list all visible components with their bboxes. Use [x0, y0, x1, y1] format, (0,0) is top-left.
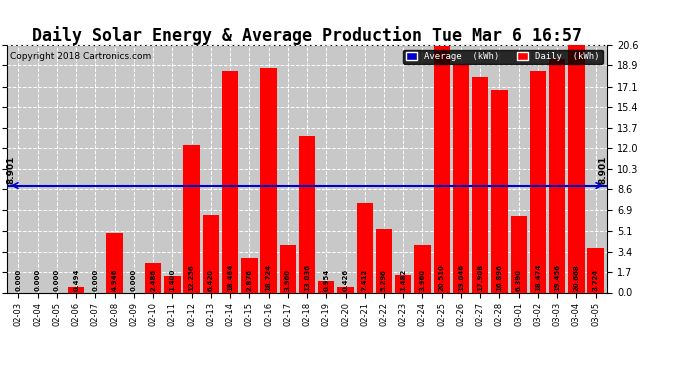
Text: 19.456: 19.456 — [554, 264, 560, 291]
Bar — [549, 59, 565, 292]
Bar — [106, 233, 123, 292]
Bar — [337, 287, 354, 292]
Text: 8.901: 8.901 — [6, 155, 15, 184]
Bar — [511, 216, 527, 292]
Bar — [241, 258, 257, 292]
Text: 8.901: 8.901 — [599, 155, 608, 184]
Bar — [472, 77, 489, 292]
Bar — [569, 44, 584, 292]
Bar — [184, 145, 200, 292]
Text: 18.474: 18.474 — [535, 263, 541, 291]
Text: 1.400: 1.400 — [169, 268, 175, 291]
Text: 12.256: 12.256 — [188, 264, 195, 291]
Text: 17.908: 17.908 — [477, 264, 483, 291]
Bar — [222, 70, 238, 292]
Bar — [203, 215, 219, 292]
Text: 2.876: 2.876 — [246, 269, 253, 291]
Text: 0.494: 0.494 — [73, 268, 79, 291]
Text: 20.510: 20.510 — [439, 264, 445, 291]
Bar — [357, 204, 373, 292]
Text: 20.668: 20.668 — [573, 264, 580, 291]
Text: 18.464: 18.464 — [227, 264, 233, 291]
Text: 3.960: 3.960 — [285, 268, 290, 291]
Bar — [414, 245, 431, 292]
Bar — [453, 64, 469, 292]
Text: 3.960: 3.960 — [420, 268, 426, 291]
Text: 4.946: 4.946 — [112, 268, 118, 291]
Legend: Average  (kWh), Daily  (kWh): Average (kWh), Daily (kWh) — [404, 50, 602, 64]
Bar — [68, 286, 84, 292]
Text: 0.000: 0.000 — [54, 268, 60, 291]
Text: 5.296: 5.296 — [381, 269, 387, 291]
Text: 3.724: 3.724 — [593, 268, 599, 291]
Text: 6.420: 6.420 — [208, 268, 214, 291]
Text: 2.486: 2.486 — [150, 268, 156, 291]
Bar — [299, 136, 315, 292]
Text: 7.412: 7.412 — [362, 268, 368, 291]
Text: 19.046: 19.046 — [458, 264, 464, 291]
Bar — [164, 276, 181, 292]
Text: 18.724: 18.724 — [266, 264, 272, 291]
Text: 0.000: 0.000 — [34, 268, 41, 291]
Bar — [318, 281, 335, 292]
Text: 6.390: 6.390 — [515, 268, 522, 291]
Text: 0.000: 0.000 — [15, 268, 21, 291]
Bar — [395, 275, 411, 292]
Bar — [491, 90, 508, 292]
Bar — [376, 229, 392, 292]
Text: Copyright 2018 Cartronics.com: Copyright 2018 Cartronics.com — [10, 53, 151, 62]
Text: 0.954: 0.954 — [324, 268, 329, 291]
Bar — [145, 262, 161, 292]
Bar — [279, 245, 296, 292]
Text: 0.000: 0.000 — [131, 268, 137, 291]
Title: Daily Solar Energy & Average Production Tue Mar 6 16:57: Daily Solar Energy & Average Production … — [32, 26, 582, 45]
Text: 16.896: 16.896 — [496, 264, 502, 291]
Text: 1.482: 1.482 — [400, 268, 406, 291]
Text: 0.000: 0.000 — [92, 268, 99, 291]
Bar — [530, 70, 546, 292]
Text: 0.426: 0.426 — [342, 268, 348, 291]
Bar — [587, 248, 604, 292]
Bar — [260, 68, 277, 292]
Text: 13.036: 13.036 — [304, 264, 310, 291]
Bar — [433, 46, 450, 292]
